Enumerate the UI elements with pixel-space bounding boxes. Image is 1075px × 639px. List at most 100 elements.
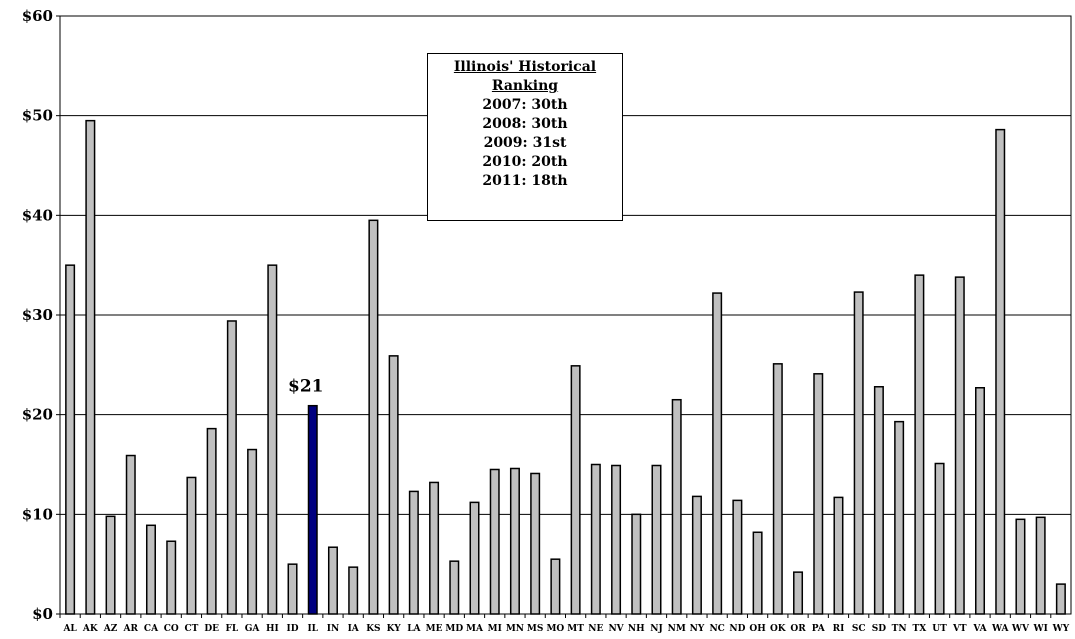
x-tick-label-pa: PA (812, 624, 826, 634)
x-tick-label-wi: WI (1033, 624, 1048, 634)
y-tick-label: $0 (32, 605, 53, 623)
bar-tx (914, 274, 925, 615)
bar-ny (691, 495, 702, 615)
y-axis: $0 $10 $20 $30 $40 $50 $60 (22, 7, 60, 623)
x-tick-label-wv: WV (1011, 624, 1030, 634)
x-tick-label-nv: NV (608, 624, 624, 634)
annotation-title-line-2: Ranking (491, 78, 559, 94)
x-tick-label-ri: RI (833, 624, 845, 634)
bar-ga (247, 448, 258, 615)
x-tick-label-ak: AK (82, 624, 99, 634)
x-tick-label-al: AL (62, 624, 77, 634)
x-tick-label-ct: CT (184, 624, 198, 634)
annotation-row-2009: 2009: 31st (483, 135, 567, 151)
bar-ia (348, 566, 359, 615)
bar-hi (267, 264, 278, 615)
x-tick-label-il: IL (307, 624, 318, 634)
x-tick-label-fl: FL (226, 624, 239, 634)
x-tick-label-de: DE (204, 624, 219, 634)
bar-ky (388, 355, 399, 615)
x-tick-label-ca: CA (144, 624, 159, 634)
x-tick-label-or: OR (790, 624, 806, 634)
historical-ranking-annotation: Illinois' Historical Ranking 2007: 30th … (427, 53, 623, 221)
x-tick-label-wa: WA (991, 624, 1010, 634)
y-tick-label: $60 (22, 7, 53, 25)
bar-ri (833, 496, 844, 615)
x-tick-label-me: ME (426, 624, 443, 634)
x-tick-label-mn: MN (506, 624, 524, 634)
annotation-row-2011: 2011: 18th (482, 173, 568, 189)
x-tick-label-ny: NY (690, 624, 705, 634)
bar-ut (934, 462, 945, 615)
x-tick-label-nj: NJ (650, 624, 663, 634)
x-tick-label-wy: WY (1052, 624, 1070, 634)
bar-ca (145, 524, 156, 615)
bar-mt (570, 365, 581, 615)
x-tick-label-in: IN (327, 624, 339, 634)
x-tick-label-md: MD (445, 624, 463, 634)
bar-wy (1055, 583, 1066, 615)
bar-sc (853, 291, 864, 615)
x-tick-label-nd: ND (729, 624, 745, 634)
x-tick-label-ut: UT (932, 624, 947, 634)
bars (65, 119, 1066, 615)
bar-wv (1015, 518, 1026, 615)
x-tick-label-nm: NM (668, 624, 686, 634)
bar-nc (712, 292, 723, 615)
x-tick-label-ia: IA (348, 624, 360, 634)
bar-fl (226, 320, 237, 615)
x-tick-label-az: AZ (103, 624, 118, 634)
bar-ms (530, 472, 541, 615)
bar-mn (509, 467, 520, 615)
bar-co (166, 540, 177, 615)
x-tick-label-ks: KS (366, 624, 380, 634)
x-tick-label-oh: OH (749, 624, 766, 634)
x-tick-label-mo: MO (546, 624, 564, 634)
bar-mo (550, 558, 561, 615)
y-tick-label: $10 (22, 505, 53, 523)
x-tick-label-tn: TN (892, 624, 907, 634)
bar-de (206, 427, 217, 615)
y-tick-label: $40 (22, 206, 53, 224)
x-tick-label-sd: SD (872, 624, 886, 634)
x-tick-label-sc: SC (852, 624, 866, 634)
bar-nd (732, 499, 743, 615)
bar-nh (631, 513, 642, 615)
x-tick-label-ne: NE (588, 624, 603, 634)
bar-pa (813, 373, 824, 615)
bar-tn (894, 420, 905, 615)
x-tick-label-ar: AR (123, 624, 139, 634)
data-label-il: $21 (288, 377, 324, 397)
bar-ct (186, 476, 197, 615)
bar-nj (651, 464, 662, 615)
x-tick-label-id: ID (287, 624, 299, 634)
bar-nv (611, 464, 622, 615)
bar-ak (85, 119, 96, 615)
annotation-title-line-1: Illinois' Historical (453, 59, 597, 75)
x-tick-label-mt: MT (567, 624, 584, 634)
bar-ks (368, 219, 379, 615)
bar-ne (590, 463, 601, 615)
x-tick-label-ms: MS (527, 624, 543, 634)
x-tick-label-nc: NC (709, 624, 724, 634)
x-axis: AL AK AZ AR CA CO CT DE FL GA HI ID IL IN IA KS KY LA ME MD… (59, 614, 1070, 634)
x-tick-label-tx: TX (913, 624, 927, 634)
x-tick-label-ma: MA (466, 624, 484, 634)
bar-id (287, 563, 298, 615)
bar-nm (671, 398, 682, 615)
x-tick-label-ga: GA (245, 624, 261, 634)
x-tick-label-ky: KY (387, 624, 402, 634)
x-tick-label-ok: OK (770, 624, 787, 634)
bar-az (105, 515, 116, 615)
x-tick-label-nh: NH (628, 624, 645, 634)
bar-vt (954, 276, 965, 615)
x-tick-label-va: VA (972, 624, 987, 634)
y-tick-label: $20 (22, 406, 53, 424)
bar-ar (125, 454, 136, 615)
x-tick-label-co: CO (164, 624, 179, 634)
y-tick-label: $30 (22, 306, 53, 324)
x-tick-label-vt: VT (952, 624, 967, 634)
x-tick-label-mi: MI (488, 624, 502, 634)
x-tick-label-hi: HI (266, 624, 279, 634)
